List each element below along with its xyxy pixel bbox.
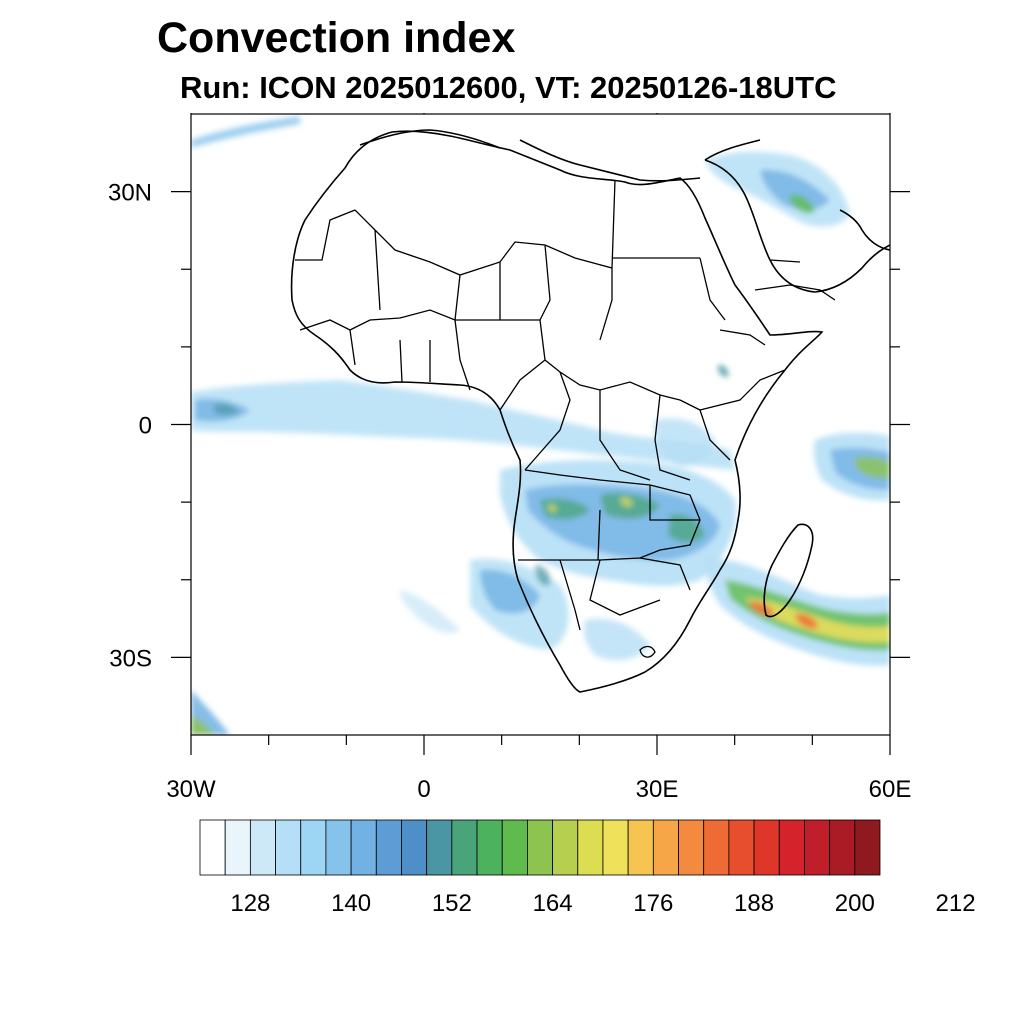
- colorbar-label: 152: [432, 890, 472, 917]
- gulf-mid: [760, 169, 830, 210]
- colorbar-swatch: [552, 819, 579, 876]
- border-lines-east: [699, 259, 836, 411]
- itcz-band-light: [191, 380, 735, 470]
- colorbar-label: 188: [734, 890, 774, 917]
- border-lines-south: [518, 469, 701, 658]
- south-atlantic-corner-core: [191, 715, 215, 735]
- colorbar-swatch: [325, 819, 352, 876]
- x-tick-label: 30E: [636, 776, 679, 803]
- southwest-africa-mid: [480, 569, 540, 614]
- colorbar-swatch: [224, 819, 251, 876]
- x-tick-label: 0: [417, 776, 430, 803]
- africa-coast: [290, 130, 824, 693]
- east-africa-light: [654, 418, 715, 467]
- colorbar-swatch: [426, 819, 453, 876]
- colorbar-swatch: [602, 819, 629, 876]
- country-borders: [295, 179, 836, 658]
- central-africa-peaks: [547, 497, 633, 513]
- colorbar-swatch: [778, 819, 805, 876]
- gulf-core: [790, 194, 815, 214]
- colorbar-label: 212: [936, 890, 976, 917]
- border-lines-west: [299, 309, 540, 391]
- colorbar-swatch: [627, 819, 654, 876]
- x-tick-label: 60E: [869, 776, 912, 803]
- colorbar-swatch: [249, 819, 276, 876]
- indian-ocean-peak: [748, 601, 818, 629]
- colorbar-label: 128: [230, 890, 270, 917]
- mediterranean-coast: [359, 129, 701, 182]
- y-tick-label: 0: [139, 413, 152, 440]
- colorbar-swatch: [577, 819, 604, 876]
- colorbar-swatch: [728, 819, 755, 876]
- colorbar-swatch: [275, 819, 302, 876]
- equatorial-indian-core: [855, 456, 890, 479]
- colorbar-swatch: [300, 819, 327, 876]
- map-title: Convection index: [157, 14, 516, 62]
- y-tick-label: 30S: [109, 645, 152, 672]
- colorbar-label: 200: [835, 890, 875, 917]
- madagascar: [763, 523, 814, 618]
- colorbar: 128140152164176188200212224236: [199, 819, 976, 917]
- colorbar-label: 140: [331, 890, 371, 917]
- y-tick-label: 30N: [108, 180, 152, 207]
- arabia-coast: [704, 139, 890, 293]
- atlantic-south-wisp: [400, 590, 460, 634]
- colorbar-swatch: [703, 819, 730, 876]
- colorbar-label: 164: [533, 890, 573, 917]
- border-lines-north: [295, 179, 726, 341]
- colorbar-swatch: [451, 819, 478, 876]
- convection-fields: [191, 116, 890, 735]
- coastlines: [290, 129, 890, 693]
- colorbar-swatch: [652, 819, 679, 876]
- colorbar-swatch: [804, 819, 831, 876]
- central-africa-core: [540, 493, 705, 543]
- map-subtitle: Run: ICON 2025012600, VT: 20250126-18UTC: [180, 70, 837, 105]
- colorbar-swatch: [375, 819, 402, 876]
- ethiopia-spot: [717, 364, 729, 378]
- colorbar-swatch: [753, 819, 780, 876]
- itcz-band-core: [214, 403, 240, 415]
- colorbar-swatch: [854, 819, 881, 876]
- colorbar-swatch: [350, 819, 377, 876]
- colorbar-swatch: [678, 819, 705, 876]
- colorbar-swatch: [199, 819, 226, 876]
- colorbar-swatch: [829, 819, 856, 876]
- colorbar-swatch: [527, 819, 553, 876]
- south-africa-light: [583, 618, 650, 661]
- colorbar-swatch: [476, 819, 503, 876]
- border-lines-central: [499, 319, 731, 481]
- namibia-core: [535, 565, 551, 586]
- colorbar-label: 176: [633, 890, 673, 917]
- colorbar-swatch: [401, 819, 428, 876]
- med-wisp: [191, 116, 300, 148]
- x-tick-label: 30W: [166, 776, 216, 803]
- indian-ocean-yellow: [745, 598, 890, 643]
- map-axes: 30W 0 30E 60E 30N 0 30S: [108, 113, 911, 803]
- colorbar-swatch: [501, 819, 528, 876]
